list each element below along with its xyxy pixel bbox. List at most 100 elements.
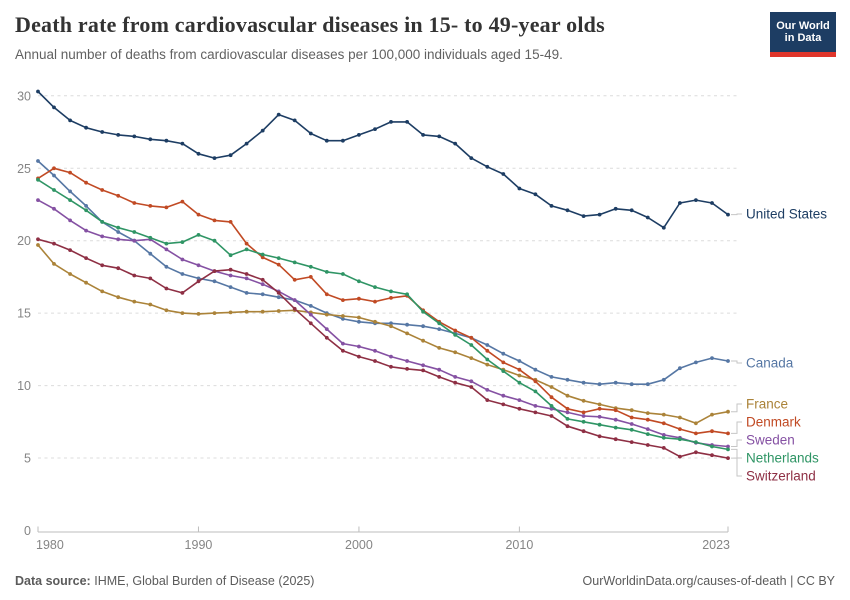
data-point[interactable] xyxy=(517,359,522,363)
data-point[interactable] xyxy=(244,241,249,246)
data-point[interactable] xyxy=(469,335,474,340)
owid-logo[interactable]: Our World in Data xyxy=(770,12,836,57)
data-point[interactable] xyxy=(565,406,570,411)
data-point[interactable] xyxy=(517,373,522,378)
data-point[interactable] xyxy=(581,214,586,219)
data-point[interactable] xyxy=(501,172,506,176)
data-point[interactable] xyxy=(517,367,522,372)
data-point[interactable] xyxy=(180,272,185,276)
data-point[interactable] xyxy=(244,291,249,295)
data-point[interactable] xyxy=(212,311,217,315)
data-point[interactable] xyxy=(678,366,682,371)
data-point[interactable] xyxy=(260,309,265,314)
data-point[interactable] xyxy=(469,356,474,360)
data-point[interactable] xyxy=(196,312,201,316)
data-point[interactable] xyxy=(68,170,72,175)
data-point[interactable] xyxy=(726,431,730,436)
data-point[interactable] xyxy=(276,291,281,295)
data-point[interactable] xyxy=(148,251,153,256)
data-point[interactable] xyxy=(629,422,634,426)
legend-label-netherlands[interactable]: Netherlands xyxy=(746,451,819,466)
data-point[interactable] xyxy=(678,437,682,442)
data-point[interactable] xyxy=(437,367,442,372)
data-point[interactable] xyxy=(116,266,121,271)
data-point[interactable] xyxy=(228,285,233,289)
data-point[interactable] xyxy=(453,328,458,333)
data-point[interactable] xyxy=(661,421,666,426)
data-point[interactable] xyxy=(373,348,377,353)
data-point[interactable] xyxy=(52,188,56,192)
data-point[interactable] xyxy=(726,447,730,452)
data-point[interactable] xyxy=(533,410,538,415)
data-point[interactable] xyxy=(84,180,88,185)
data-point[interactable] xyxy=(565,377,570,382)
data-point[interactable] xyxy=(324,327,329,331)
data-point[interactable] xyxy=(629,208,634,213)
data-point[interactable] xyxy=(132,201,137,205)
data-point[interactable] xyxy=(517,406,522,411)
legend-label-sweden[interactable]: Sweden xyxy=(746,433,795,448)
data-point[interactable] xyxy=(341,272,345,276)
data-point[interactable] xyxy=(373,127,377,131)
data-point[interactable] xyxy=(645,411,650,415)
data-point[interactable] xyxy=(405,359,409,363)
data-point[interactable] xyxy=(276,262,281,267)
data-point[interactable] xyxy=(180,291,185,295)
data-point[interactable] xyxy=(597,212,602,217)
data-point[interactable] xyxy=(597,414,602,419)
data-point[interactable] xyxy=(613,380,618,385)
data-point[interactable] xyxy=(116,295,121,300)
data-point[interactable] xyxy=(52,166,56,171)
series-line-denmark[interactable] xyxy=(36,166,730,436)
data-point[interactable] xyxy=(148,235,153,240)
data-point[interactable] xyxy=(405,322,409,327)
data-point[interactable] xyxy=(341,341,345,346)
series-line-netherlands[interactable] xyxy=(36,177,730,452)
data-point[interactable] xyxy=(469,343,474,347)
data-point[interactable] xyxy=(389,289,393,294)
data-point[interactable] xyxy=(549,406,554,411)
data-point[interactable] xyxy=(726,444,730,449)
data-point[interactable] xyxy=(36,89,40,94)
data-point[interactable] xyxy=(710,444,714,449)
data-point[interactable] xyxy=(148,204,153,208)
data-point[interactable] xyxy=(661,446,666,450)
data-point[interactable] xyxy=(405,120,409,124)
data-point[interactable] xyxy=(52,173,56,178)
data-point[interactable] xyxy=(341,314,345,318)
data-point[interactable] xyxy=(501,360,506,365)
data-point[interactable] xyxy=(629,408,634,413)
data-point[interactable] xyxy=(308,312,313,317)
data-point[interactable] xyxy=(485,343,490,347)
data-point[interactable] xyxy=(292,306,297,311)
data-point[interactable] xyxy=(533,389,538,394)
data-point[interactable] xyxy=(469,379,474,384)
data-point[interactable] xyxy=(389,354,393,359)
data-point[interactable] xyxy=(68,248,72,253)
data-point[interactable] xyxy=(710,356,714,360)
data-point[interactable] xyxy=(485,388,490,392)
data-point[interactable] xyxy=(629,415,634,420)
legend-label-switzerland[interactable]: Switzerland xyxy=(746,469,816,484)
data-point[interactable] xyxy=(260,128,265,133)
data-point[interactable] xyxy=(694,431,698,436)
data-point[interactable] xyxy=(421,324,425,329)
data-point[interactable] xyxy=(389,296,393,300)
data-point[interactable] xyxy=(116,193,121,198)
data-point[interactable] xyxy=(373,359,377,363)
data-point[interactable] xyxy=(212,269,217,273)
data-point[interactable] xyxy=(308,321,313,326)
data-point[interactable] xyxy=(244,247,249,252)
data-point[interactable] xyxy=(164,138,169,143)
data-point[interactable] xyxy=(421,363,425,368)
legend-label-france[interactable]: France xyxy=(746,397,788,412)
data-point[interactable] xyxy=(437,134,442,139)
data-point[interactable] xyxy=(228,267,233,272)
data-point[interactable] xyxy=(52,206,56,211)
data-point[interactable] xyxy=(100,263,105,268)
data-point[interactable] xyxy=(276,295,281,300)
data-point[interactable] xyxy=(52,241,56,246)
data-point[interactable] xyxy=(726,359,730,363)
data-point[interactable] xyxy=(341,138,345,143)
data-point[interactable] xyxy=(694,198,698,203)
